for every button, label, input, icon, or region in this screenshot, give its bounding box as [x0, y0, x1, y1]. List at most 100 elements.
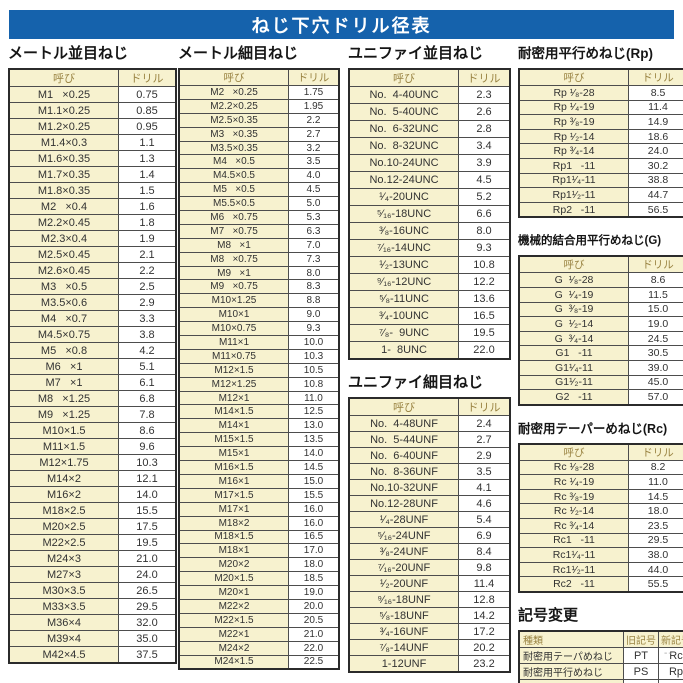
table-row: M15×1 14.0	[178, 446, 340, 462]
drill-value-cell: 9.6	[118, 438, 177, 455]
table-row: G ¹⁄₈-28 8.6	[518, 272, 683, 288]
thread-name-cell: M7 ×1	[8, 374, 119, 391]
thread-name-cell: G2 -11	[518, 389, 629, 406]
drill-value-cell: 44.7	[628, 187, 683, 203]
drill-value-cell: 0.95	[118, 118, 177, 135]
table-row: G ³⁄₈-19 15.0	[518, 301, 683, 318]
drill-value-cell: 1.5	[118, 182, 177, 199]
drill-value-cell: 20.5	[288, 612, 340, 628]
table-row: Rc1 -11 29.5	[518, 532, 683, 549]
column-header: ドリル	[628, 255, 683, 274]
thread-name-cell: M11×1	[178, 335, 289, 350]
table-row: ¹⁄₂-13UNC 10.8	[348, 256, 511, 274]
table-row: 耐密用テーパめねじ PT Rc	[518, 647, 683, 665]
thread-name-cell: No. 5-40UNC	[348, 103, 459, 121]
thread-name-cell: M10×1	[178, 307, 289, 323]
table-row: Rp1¹⁄₄-11 38.8	[518, 172, 683, 189]
drill-value-cell: 2.9	[458, 447, 511, 464]
thread-name-cell: M18×1	[178, 543, 289, 559]
table-row: No. 8-36UNF 3.5	[348, 463, 511, 480]
thread-name-cell: Rc1¹⁄₄-11	[518, 547, 629, 563]
thread-name-cell: ⁵⁄₁₆-24UNF	[348, 527, 459, 544]
thread-name-cell: M8 ×1	[178, 237, 289, 253]
thread-name-cell: M18×1.5	[178, 529, 289, 545]
drill-value-cell: 7.3	[288, 251, 340, 267]
table-row: G1¹⁄₂-11 45.0	[518, 374, 683, 391]
thread-name-cell: M3.5×0.35	[178, 140, 289, 156]
drill-value-cell: 19.5	[118, 534, 177, 551]
drill-value-cell: 2.4	[458, 415, 511, 432]
table-row: No.12-28UNF 4.6	[348, 495, 511, 512]
drill-value-cell: 10.8	[288, 376, 340, 392]
drill-value-cell: 6.6	[458, 205, 511, 223]
thread-name-cell: G ³⁄₈-19	[518, 301, 629, 318]
table-row: M7 ×1 6.1	[8, 374, 177, 391]
table-row: M7 ×0.75 6.3	[178, 223, 340, 239]
table-row: M14×1 13.0	[178, 418, 340, 434]
thread-name-cell: Rp2 -11	[518, 201, 629, 218]
drill-value-cell: 2.2	[118, 262, 177, 279]
table-row: M1.2×0.25 0.95	[8, 118, 177, 135]
thread-name-cell: M8 ×0.75	[178, 251, 289, 267]
table-row: 耐密用平行めねじ PS Rp	[518, 663, 683, 681]
drill-value-cell: 20.0	[288, 598, 340, 614]
table-row: Rc ¹⁄₈-28 8.2	[518, 459, 683, 476]
thread-name-cell: ³⁄₄-10UNC	[348, 307, 459, 325]
table-row: M1.8×0.35 1.5	[8, 182, 177, 199]
thread-name-cell: M30×3.5	[8, 582, 119, 599]
section-title-unified-coarse: ユニファイ並目ねじ	[348, 45, 484, 62]
table-row: M3.5×0.6 2.9	[8, 294, 177, 311]
table-row: M8 ×0.75 7.3	[178, 251, 340, 267]
thread-name-cell: ¹⁄₄-28UNF	[348, 511, 459, 528]
drill-value-cell: 4.2	[118, 342, 177, 359]
thread-name-cell: 機械的結合用平行めねじ	[518, 679, 624, 683]
table-row: Rp ³⁄₈-19 14.9	[518, 114, 683, 130]
drill-value-cell: PF	[623, 679, 659, 683]
drill-value-cell: 2.2	[288, 112, 340, 128]
table-row: M10×1.5 8.6	[8, 422, 177, 439]
thread-name-cell: M20×2	[178, 557, 289, 573]
column-header: 呼び	[8, 68, 119, 87]
thread-name-cell: G ¹⁄₈-28	[518, 272, 629, 288]
thread-name-cell: M3 ×0.5	[8, 278, 119, 295]
thread-name-cell: ⁷⁄₁₆-14UNC	[348, 239, 459, 257]
drill-value-cell: 3.8	[118, 326, 177, 343]
header-row: 呼び ドリル	[348, 397, 511, 416]
thread-name-cell: M33×3.5	[8, 598, 119, 615]
drill-value-cell: 9.3	[458, 239, 511, 257]
drill-value-cell: 26.5	[118, 582, 177, 599]
thread-name-cell: G ¹⁄₄-19	[518, 286, 629, 303]
table-row: M22×1 21.0	[178, 626, 340, 642]
thread-name-cell: G ³⁄₄-14	[518, 330, 629, 347]
thread-name-cell: M4.5×0.75	[8, 326, 119, 343]
page-title: ねじ下穴ドリル径表	[9, 10, 674, 39]
drill-value-cell: 35.0	[118, 630, 177, 647]
thread-name-cell: M12×1.25	[178, 376, 289, 392]
drill-value-cell: 4.5	[288, 182, 340, 198]
table-row: M20×1 19.0	[178, 585, 340, 600]
drill-value-cell: 15.0	[628, 301, 683, 318]
table-row: M20×2.5 17.5	[8, 518, 177, 535]
drill-value-cell: 39.0	[628, 359, 683, 376]
thread-name-cell: M2 ×0.25	[178, 85, 289, 100]
thread-name-cell: ⁹⁄₁₆-12UNC	[348, 273, 459, 291]
drill-value-cell: 1.9	[118, 230, 177, 247]
table-row: ⁵⁄₁₆-18UNC 6.6	[348, 205, 511, 223]
thread-name-cell: M18×2	[178, 515, 289, 531]
drill-value-cell: 24.5	[628, 330, 683, 347]
drill-value-cell: 45.0	[628, 374, 683, 391]
scan-artifact: --	[664, 648, 673, 659]
table-row: ⁵⁄₈-11UNC 13.6	[348, 290, 511, 308]
table-row: M1.1×0.25 0.85	[8, 102, 177, 119]
section-title-metric-fine: メートル細目ねじ	[178, 45, 299, 62]
thread-name-cell: ⁷⁄₈- 9UNC	[348, 324, 459, 342]
drill-value-cell: 10.5	[288, 362, 340, 378]
drill-value-cell: 6.8	[118, 390, 177, 407]
drill-value-cell: 24.0	[628, 143, 683, 159]
table-row: M39×4 35.0	[8, 630, 177, 647]
table-row: M3 ×0.5 2.5	[8, 278, 177, 295]
drill-value-cell: 13.5	[288, 432, 340, 448]
drill-value-cell: 8.2	[628, 459, 683, 476]
table-row: M22×2.5 19.5	[8, 534, 177, 551]
